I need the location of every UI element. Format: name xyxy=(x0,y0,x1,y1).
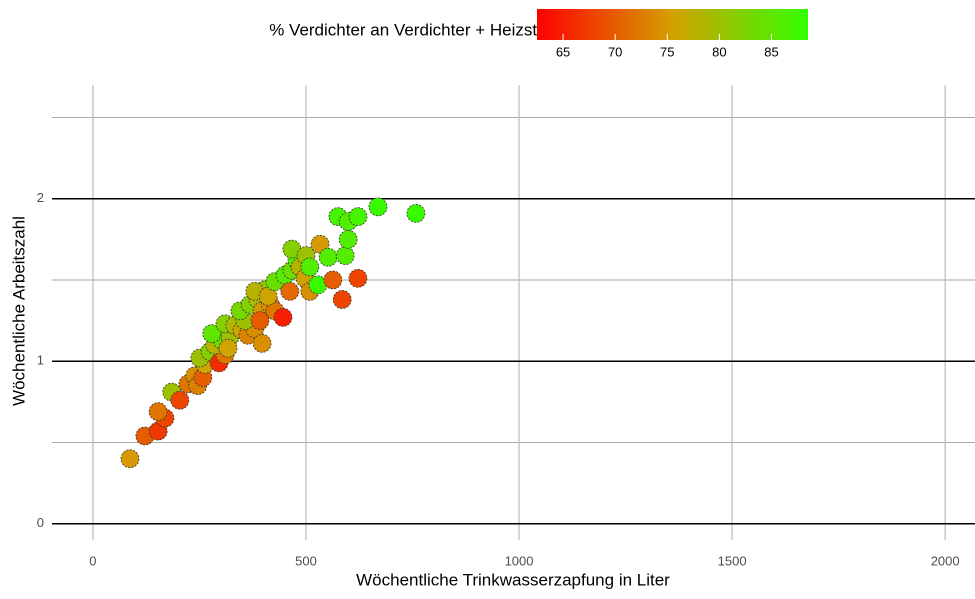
x-axis-label: Wöchentliche Trinkwasserzapfung in Liter xyxy=(356,570,670,589)
point xyxy=(280,281,300,301)
y-tick-label: 0 xyxy=(37,515,44,530)
point xyxy=(348,268,368,288)
x-tick-label: 1000 xyxy=(505,553,534,568)
y-tick-label: 1 xyxy=(37,353,44,368)
point xyxy=(332,290,352,309)
point xyxy=(323,270,343,290)
point xyxy=(318,247,338,267)
y-axis-label: Wöchentliche Arbeitszahl xyxy=(9,216,28,406)
point xyxy=(335,246,355,266)
point xyxy=(348,207,368,227)
point xyxy=(252,333,272,353)
point xyxy=(368,197,388,217)
point xyxy=(170,390,190,410)
point xyxy=(250,311,270,331)
point xyxy=(338,229,358,249)
colorbar-tick-label: 85 xyxy=(764,44,778,59)
colorbar-tick-label: 65 xyxy=(556,44,570,59)
colorbar-title: % Verdichter an Verdichter + Heizstab xyxy=(269,20,556,39)
point xyxy=(218,338,238,358)
x-tick-label: 500 xyxy=(295,553,317,568)
colorbar xyxy=(537,9,808,40)
x-tick-label: 0 xyxy=(89,553,96,568)
colorbar-tick-label: 80 xyxy=(712,44,726,59)
x-tick-label: 1500 xyxy=(718,553,747,568)
y-tick-label: 2 xyxy=(37,190,44,205)
x-tick-label: 2000 xyxy=(931,553,960,568)
point xyxy=(300,257,320,277)
colorbar-tick-label: 75 xyxy=(660,44,674,59)
point xyxy=(120,449,140,469)
point xyxy=(273,307,293,327)
point xyxy=(406,203,426,223)
point xyxy=(148,402,168,422)
colorbar-tick-label: 70 xyxy=(608,44,622,59)
point xyxy=(202,324,222,344)
